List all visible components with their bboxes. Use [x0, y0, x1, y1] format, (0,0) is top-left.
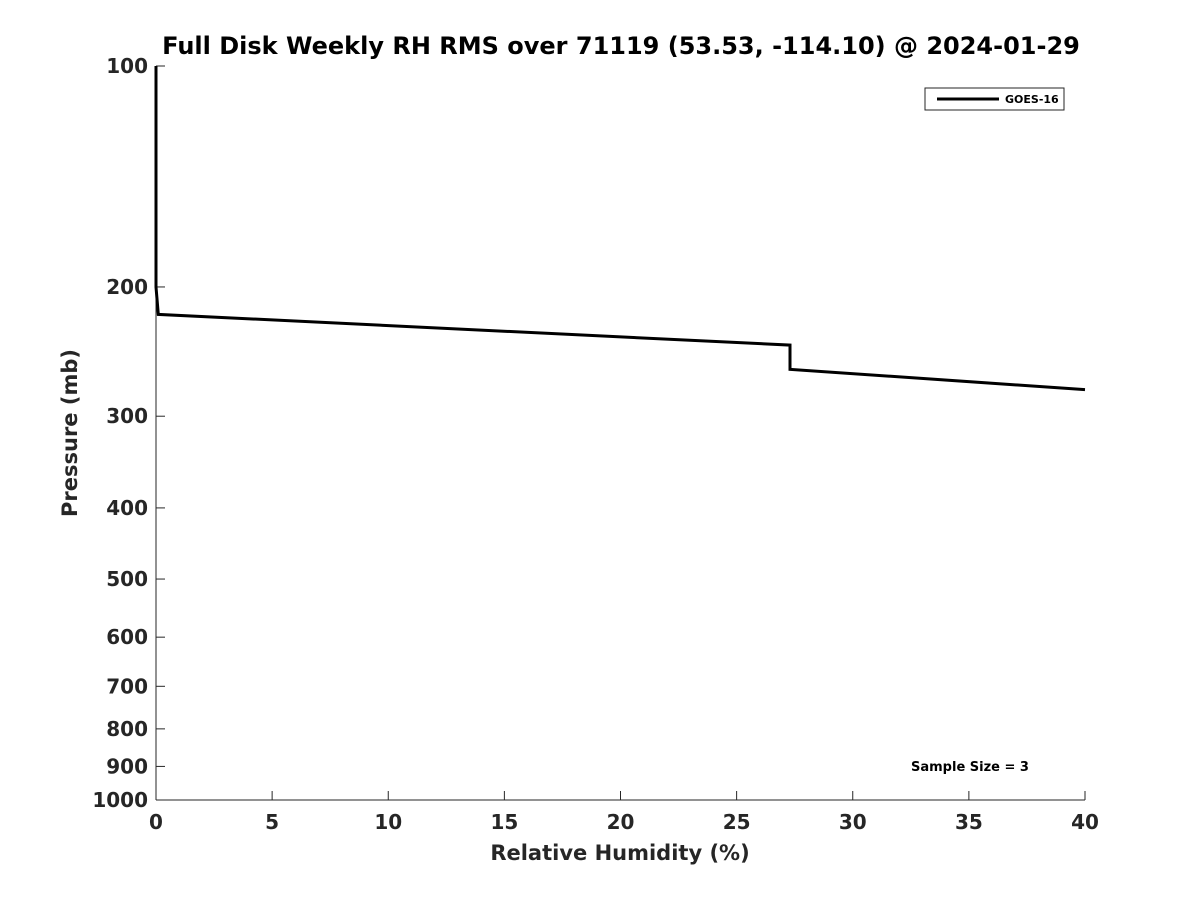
- x-tick-label: 25: [723, 810, 751, 834]
- x-axis-ticks: 0 5 10 15 20 25 30 35 40: [149, 791, 1099, 834]
- chart-title: Full Disk Weekly RH RMS over 71119 (53.5…: [162, 32, 1080, 60]
- y-tick-label: 300: [106, 404, 148, 428]
- x-tick-label: 20: [607, 810, 635, 834]
- y-tick-label: 1000: [92, 788, 148, 812]
- legend: GOES-16: [924, 87, 1065, 111]
- x-tick-label: 5: [265, 810, 279, 834]
- sample-size-annotation: Sample Size = 3: [911, 760, 1029, 775]
- x-axis-label: Relative Humidity (%): [490, 841, 749, 865]
- x-tick-label: 10: [374, 810, 402, 834]
- y-tick-label: 400: [106, 496, 148, 520]
- y-axis-ticks: 100 200 300 400 500 600 700 800 900 1000: [92, 54, 165, 812]
- y-tick-label: 100: [106, 54, 148, 78]
- series-layer: [154, 66, 1086, 392]
- x-tick-label: 30: [839, 810, 867, 834]
- y-axis-label: Pressure (mb): [58, 349, 82, 517]
- y-tick-label: 800: [106, 717, 148, 741]
- y-tick-label: 200: [106, 275, 148, 299]
- x-tick-label: 15: [490, 810, 518, 834]
- series-line-goes-16: [154, 66, 1086, 392]
- legend-label-goes-16: GOES-16: [1005, 93, 1059, 106]
- x-tick-label: 35: [955, 810, 983, 834]
- y-tick-label: 900: [106, 754, 148, 778]
- x-tick-label: 0: [149, 810, 163, 834]
- y-tick-label: 600: [106, 625, 148, 649]
- y-tick-label: 500: [106, 567, 148, 591]
- y-tick-label: 700: [106, 674, 148, 698]
- x-tick-label: 40: [1071, 810, 1099, 834]
- plot-area: [155, 66, 1085, 801]
